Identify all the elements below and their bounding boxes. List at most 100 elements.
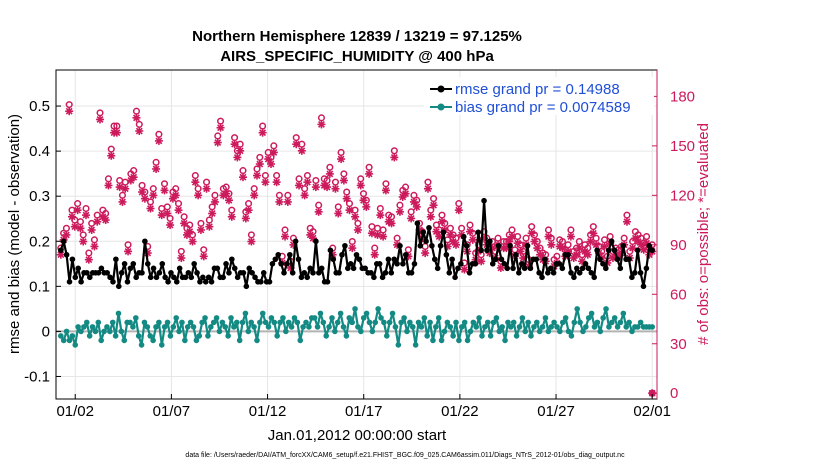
bias-point bbox=[609, 319, 615, 326]
bias-point bbox=[236, 337, 243, 344]
obs-evaluated-marker bbox=[191, 178, 200, 187]
bias-point bbox=[121, 337, 128, 344]
rmse-point bbox=[510, 265, 516, 272]
obs-evaluated-marker bbox=[73, 206, 82, 215]
obs-evaluated-marker bbox=[323, 183, 332, 192]
bias-point bbox=[358, 328, 364, 335]
obs-evaluated-marker bbox=[138, 188, 147, 197]
rmse-point bbox=[98, 265, 105, 272]
rmse-point bbox=[605, 247, 612, 254]
rmse-point bbox=[58, 247, 64, 254]
rmse-point bbox=[72, 274, 79, 281]
rmse-point bbox=[411, 260, 418, 267]
bias-point bbox=[352, 306, 358, 312]
rmse-point bbox=[231, 265, 238, 272]
bias-point bbox=[66, 337, 73, 344]
rmse-point bbox=[130, 260, 137, 267]
obs-evaluated-marker bbox=[96, 115, 105, 124]
bias-point bbox=[395, 342, 402, 348]
obs-evaluated-marker bbox=[586, 237, 595, 246]
bias-point bbox=[614, 324, 621, 330]
y-tick-label: 0.3 bbox=[29, 188, 50, 205]
obs-evaluated-marker bbox=[230, 140, 239, 149]
obs-evaluated-marker bbox=[356, 181, 365, 190]
obs-evaluated-marker bbox=[325, 169, 334, 178]
rmse-point bbox=[527, 265, 534, 272]
bias-point bbox=[63, 328, 70, 335]
bias-point bbox=[135, 333, 142, 339]
bias-point bbox=[271, 319, 278, 326]
legend-marker-rmse bbox=[437, 85, 445, 93]
legend-label-bias: bias grand pr = 0.0074589 bbox=[455, 99, 631, 116]
obs-evaluated-marker bbox=[65, 107, 74, 116]
obs-evaluated-marker bbox=[258, 128, 267, 137]
bias-point bbox=[147, 333, 154, 339]
y-right-tick-label: 180 bbox=[670, 88, 695, 105]
bias-point bbox=[326, 324, 332, 330]
bias-point bbox=[138, 342, 145, 348]
bias-point bbox=[176, 328, 182, 335]
obs-evaluated-marker bbox=[283, 197, 292, 206]
rmse-point bbox=[504, 265, 511, 272]
bias-point bbox=[161, 324, 168, 330]
bias-point bbox=[222, 324, 229, 330]
bias-point bbox=[363, 310, 370, 317]
bias-point bbox=[219, 319, 226, 326]
bias-point bbox=[493, 315, 500, 321]
rmse-point bbox=[571, 274, 577, 281]
bias-point bbox=[372, 319, 379, 326]
bias-point bbox=[456, 337, 462, 344]
obs-evaluated-marker bbox=[575, 244, 584, 253]
rmse-point bbox=[481, 197, 487, 204]
obs-evaluated-marker bbox=[342, 194, 351, 203]
rmse-point bbox=[626, 256, 632, 263]
x-tick-label: 01/07 bbox=[153, 403, 191, 420]
obs-evaluated-marker bbox=[407, 214, 416, 223]
rmse-point bbox=[547, 265, 554, 272]
obs-evaluated-marker bbox=[177, 254, 186, 262]
obs-evaluated-marker bbox=[281, 232, 290, 241]
rmse-point bbox=[60, 238, 67, 245]
bias-point bbox=[623, 324, 630, 330]
rmse-point bbox=[153, 274, 160, 281]
obs-evaluated-marker bbox=[213, 138, 222, 147]
rmse-point bbox=[197, 279, 203, 285]
obs-evaluated-marker bbox=[376, 211, 385, 220]
rmse-point bbox=[629, 274, 635, 281]
y-right-tick-label: 0 bbox=[670, 385, 678, 402]
bias-point bbox=[409, 324, 416, 330]
bias-point bbox=[637, 319, 644, 326]
bias-point bbox=[502, 337, 508, 344]
bias-point bbox=[574, 306, 580, 312]
y-tick-label: 0.1 bbox=[29, 278, 50, 295]
bias-point bbox=[617, 319, 624, 326]
rmse-point bbox=[617, 265, 624, 272]
obs-evaluated-marker bbox=[362, 202, 371, 211]
rmse-point bbox=[162, 274, 168, 281]
rmse-point bbox=[449, 256, 455, 263]
bias-point bbox=[95, 319, 102, 326]
obs-evaluated-marker bbox=[566, 232, 575, 241]
obs-evaluated-marker bbox=[208, 209, 217, 218]
legend-box bbox=[424, 77, 654, 115]
rmse-point bbox=[142, 238, 148, 245]
bias-point bbox=[291, 315, 298, 321]
rmse-point bbox=[104, 270, 110, 276]
rmse-point bbox=[150, 265, 157, 272]
rmse-point bbox=[115, 283, 122, 290]
rmse-point bbox=[205, 274, 212, 281]
bias-point bbox=[280, 315, 286, 321]
rmse-point bbox=[516, 270, 522, 276]
rmse-point bbox=[69, 256, 76, 263]
obs-evaluated-marker bbox=[337, 155, 346, 164]
legend: rmse grand pr = 0.14988 bias grand pr = … bbox=[424, 77, 654, 116]
bias-point bbox=[412, 342, 419, 348]
rmse-point bbox=[342, 242, 348, 249]
obs-evaluated-marker bbox=[224, 196, 233, 205]
bias-point bbox=[107, 328, 113, 335]
bias-point bbox=[187, 319, 194, 326]
bias-point bbox=[404, 328, 410, 335]
obs-evaluated-marker bbox=[628, 244, 637, 253]
obs-evaluated-marker bbox=[547, 240, 556, 249]
